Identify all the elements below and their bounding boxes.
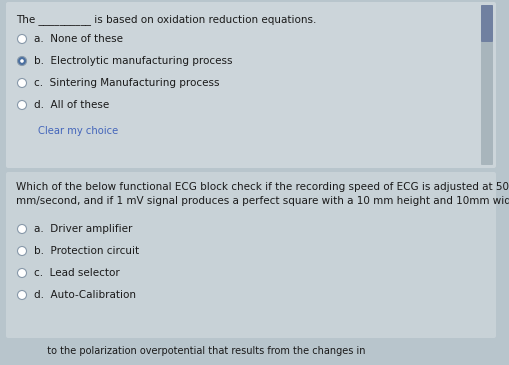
Circle shape	[17, 246, 26, 256]
Text: a.  None of these: a. None of these	[34, 34, 123, 44]
FancyBboxPatch shape	[6, 172, 495, 338]
Circle shape	[17, 224, 26, 234]
Text: c.  Sintering Manufacturing process: c. Sintering Manufacturing process	[34, 78, 219, 88]
Text: d.  Auto-Calibration: d. Auto-Calibration	[34, 290, 136, 300]
Circle shape	[17, 291, 26, 300]
FancyBboxPatch shape	[6, 338, 495, 365]
Circle shape	[20, 59, 24, 63]
Text: Clear my choice: Clear my choice	[38, 126, 118, 136]
Circle shape	[17, 269, 26, 277]
Text: mm/second, and if 1 mV signal produces a perfect square with a 10 mm height and : mm/second, and if 1 mV signal produces a…	[16, 196, 509, 206]
Text: Which of the below functional ECG block check if the recording speed of ECG is a: Which of the below functional ECG block …	[16, 182, 508, 192]
Text: a.  Driver amplifier: a. Driver amplifier	[34, 224, 132, 234]
Text: d.  All of these: d. All of these	[34, 100, 109, 110]
Text: The __________ is based on oxidation reduction equations.: The __________ is based on oxidation red…	[16, 14, 316, 25]
Text: b.  Electrolytic manufacturing process: b. Electrolytic manufacturing process	[34, 56, 232, 66]
Circle shape	[17, 78, 26, 88]
Text: c.  Lead selector: c. Lead selector	[34, 268, 120, 278]
FancyBboxPatch shape	[480, 5, 492, 165]
Circle shape	[17, 100, 26, 110]
Circle shape	[17, 57, 26, 65]
FancyBboxPatch shape	[6, 2, 495, 168]
Text: to the polarization overpotential that results from the changes in: to the polarization overpotential that r…	[16, 346, 365, 356]
Text: b.  Protection circuit: b. Protection circuit	[34, 246, 139, 256]
FancyBboxPatch shape	[480, 5, 492, 42]
Circle shape	[17, 35, 26, 43]
